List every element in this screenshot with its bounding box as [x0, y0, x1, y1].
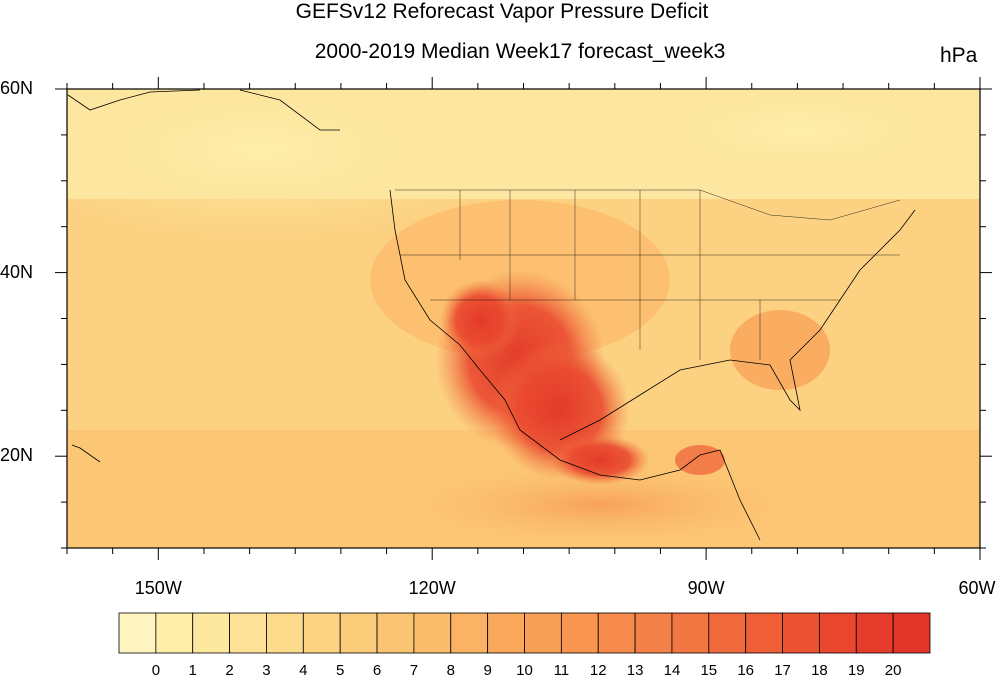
- colorbar-swatch: [634, 612, 673, 654]
- colorbar-swatch: [892, 612, 931, 654]
- colorbar-tick-label: 11: [553, 662, 570, 679]
- colorbar-swatch: [782, 612, 820, 654]
- y-tick-label: 60N: [0, 78, 34, 98]
- colorbar-tick-label: 5: [336, 662, 345, 679]
- colorbar-swatch: [339, 612, 378, 654]
- colorbar-tick-label: 20: [884, 662, 902, 679]
- colorbar-tick-label: 19: [847, 662, 865, 679]
- x-tick-label: 90W: [687, 578, 725, 598]
- colorbar-tick-label: 13: [626, 662, 644, 679]
- units-label: hPa: [940, 44, 978, 67]
- colorbar-swatch: [302, 612, 341, 654]
- colorbar-swatch: [597, 612, 636, 654]
- y-tick-label: 20N: [0, 445, 34, 466]
- colorbar-tick-label: 12: [589, 662, 607, 679]
- colorbar-tick-label: 7: [409, 662, 419, 679]
- colorbar-tick-label: 2: [225, 662, 234, 679]
- x-tick-label: 60W: [958, 578, 996, 598]
- colorbar-swatch: [413, 612, 452, 654]
- colorbar-swatch: [155, 612, 194, 654]
- colorbar-swatch: [855, 612, 894, 654]
- colorbar-swatch: [671, 612, 710, 654]
- colorbar-swatch: [560, 612, 599, 654]
- colorbar-tick-label: 14: [663, 662, 681, 679]
- vpd-field: [67, 89, 980, 548]
- colorbar-swatch: [229, 612, 267, 654]
- colorbar-tick-label: 9: [483, 662, 492, 679]
- x-tick-label: 150W: [134, 578, 182, 598]
- colorbar-swatch: [708, 612, 747, 654]
- chart-subtitle: 2000-2019 Median Week17 forecast_week3: [314, 40, 726, 63]
- chart-title: GEFSv12 Reforecast Vapor Pressure Defici…: [295, 0, 709, 23]
- colorbar-swatch: [487, 612, 525, 654]
- colorbar-swatch: [450, 612, 489, 654]
- colorbar-tick-label: 17: [774, 662, 791, 679]
- colorbar-tick-label: 1: [188, 662, 197, 679]
- colorbar-tick-label: 18: [811, 662, 828, 679]
- y-tick-label: 40N: [0, 261, 34, 282]
- colorbar-tick-label: 3: [262, 662, 271, 679]
- colorbar-swatch: [819, 612, 857, 654]
- x-tick-label: 120W: [408, 578, 456, 598]
- colorbar-tick-label: 4: [299, 662, 308, 679]
- colorbar-tick-label: 6: [372, 662, 382, 679]
- colorbar-swatch: [745, 612, 783, 654]
- colorbar-swatch: [266, 612, 304, 654]
- colorbar-swatch: [524, 612, 562, 654]
- colorbar-swatch: [118, 612, 157, 654]
- colorbar-tick-label: 16: [737, 662, 755, 679]
- colorbar-tick-label: 15: [700, 662, 718, 679]
- colorbar-swatch: [192, 612, 230, 654]
- colorbar-swatch: [376, 612, 415, 654]
- colorbar-tick-label: 8: [446, 662, 455, 679]
- colorbar-tick-label: 10: [516, 662, 533, 679]
- colorbar-tick-label: 0: [151, 662, 161, 679]
